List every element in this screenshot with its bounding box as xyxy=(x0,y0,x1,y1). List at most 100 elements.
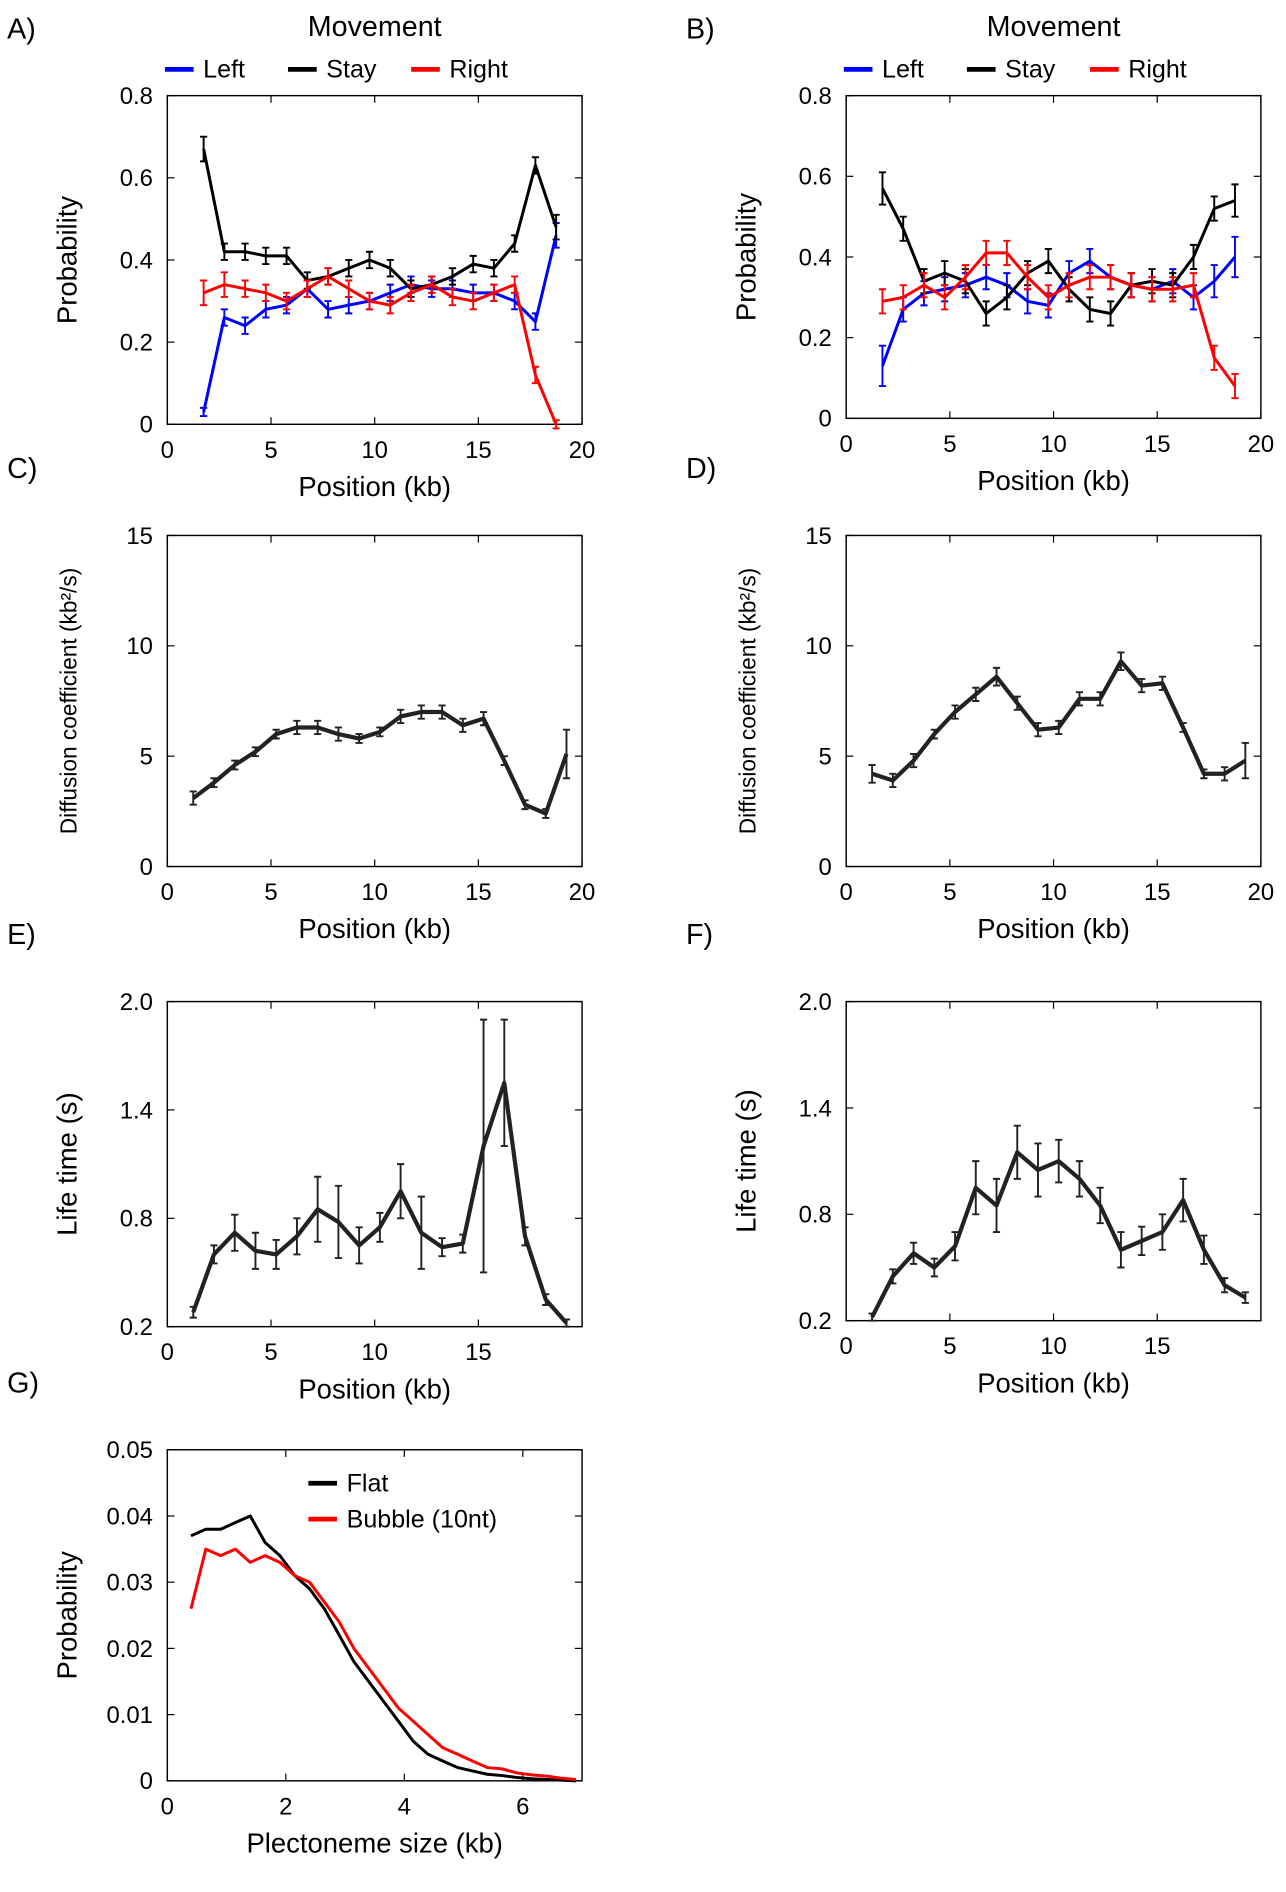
data-line xyxy=(202,148,558,291)
error-bar xyxy=(1241,741,1249,780)
error-bar xyxy=(1210,264,1218,299)
x-tick-label: 0 xyxy=(161,1793,174,1820)
x-axis-label: Position (kb) xyxy=(977,465,1130,496)
error-bar xyxy=(1221,766,1229,782)
error-bar xyxy=(272,728,280,740)
plot-frame xyxy=(166,1449,583,1782)
error-bar xyxy=(386,259,394,278)
x-tick-label: 15 xyxy=(465,879,492,906)
x-tick-label: 20 xyxy=(569,879,596,906)
error-bar xyxy=(1117,651,1125,672)
legend-label: Bubble (10nt) xyxy=(347,1505,498,1533)
error-bar xyxy=(417,1195,425,1270)
error-bar xyxy=(521,799,529,811)
error-bar xyxy=(1231,235,1239,279)
error-bar xyxy=(490,283,498,303)
legend-label: Left xyxy=(882,56,924,84)
y-tick-label: 0.6 xyxy=(120,165,153,192)
y-tick-label: 0.2 xyxy=(120,330,153,357)
error-bar xyxy=(303,279,311,298)
error-bar xyxy=(407,283,415,303)
error-bar xyxy=(448,287,457,307)
x-tick-label: 0 xyxy=(161,437,174,464)
data-line xyxy=(882,251,1237,387)
x-tick-label: 6 xyxy=(516,1793,529,1820)
x-tick-label: 15 xyxy=(465,1339,492,1366)
error-bar xyxy=(1086,264,1094,291)
error-bar xyxy=(1055,719,1063,736)
y-tick-label: 5 xyxy=(819,744,832,771)
error-bar xyxy=(272,1239,280,1270)
x-tick-label: 10 xyxy=(361,437,388,464)
error-bar xyxy=(376,726,384,738)
y-axis-label: Probability xyxy=(51,196,82,325)
panel: G) 0 2 4 6 0 0.01 0.02 0.03 0.04 0.05 Plectoneme si… xyxy=(7,1367,583,1859)
error-bar xyxy=(1189,243,1198,271)
error-bar xyxy=(189,1305,197,1319)
error-bar xyxy=(1200,768,1208,780)
y-tick-label: 0.2 xyxy=(120,1314,153,1341)
error-bar xyxy=(334,726,342,742)
legend-label: Right xyxy=(449,56,508,84)
error-bar xyxy=(355,1226,363,1265)
legend-label: Right xyxy=(1128,56,1187,84)
y-tick-label: 15 xyxy=(126,523,153,550)
error-bar xyxy=(1003,239,1011,267)
error-bar xyxy=(490,259,498,278)
error-bar xyxy=(251,1231,260,1270)
x-tick-label: 20 xyxy=(569,437,596,464)
y-axis-label: Probability xyxy=(730,193,761,322)
legend-label: Stay xyxy=(326,56,377,84)
error-bar xyxy=(1034,722,1042,738)
error-bar xyxy=(542,808,550,819)
error-bar xyxy=(282,246,291,266)
error-bar xyxy=(200,406,208,418)
plot-frame xyxy=(166,1000,583,1328)
error-bar xyxy=(1044,284,1052,311)
error-bar xyxy=(365,250,374,270)
error-bar xyxy=(1075,691,1084,707)
error-bar xyxy=(220,242,228,261)
y-tick-label: 15 xyxy=(805,523,832,550)
data-line xyxy=(189,1547,577,1781)
error-bar xyxy=(1086,296,1094,323)
error-bar xyxy=(479,711,488,727)
y-tick-label: 0.03 xyxy=(106,1570,153,1597)
x-axis-label: Position (kb) xyxy=(298,471,451,502)
error-bar xyxy=(220,271,228,298)
error-bar xyxy=(1024,264,1032,291)
y-axis-label: Diffusion coefficient (kb²/s) xyxy=(55,568,81,834)
x-tick-label: 2 xyxy=(279,1793,292,1820)
error-bar xyxy=(293,1217,301,1256)
panel: E) 0 5 10 15 0.2 0.8 1.4 2.0 Position (kb) Life ti… xyxy=(7,919,583,1404)
legend-label: Left xyxy=(203,56,245,84)
error-bar xyxy=(878,288,887,315)
error-bar xyxy=(459,1233,467,1254)
panel-label: F) xyxy=(686,919,713,951)
chart-title: Movement xyxy=(987,11,1121,43)
panel: C) 0 5 10 15 20 0 5 10 15 Position (kb) Diffusion c… xyxy=(7,453,595,944)
x-tick-label: 5 xyxy=(264,1339,277,1366)
y-tick-label: 0.05 xyxy=(106,1437,153,1464)
x-axis-label: Position (kb) xyxy=(977,1367,1130,1398)
error-bar xyxy=(878,171,887,206)
x-tick-label: 10 xyxy=(1040,879,1067,906)
error-bar xyxy=(1210,195,1218,222)
y-tick-label: 10 xyxy=(805,633,832,660)
error-bar xyxy=(324,300,332,319)
error-bar xyxy=(992,666,1001,687)
error-bar xyxy=(982,239,990,267)
error-bar xyxy=(334,1184,342,1259)
plot-frame xyxy=(845,534,1262,868)
x-tick-label: 15 xyxy=(1144,1333,1171,1360)
data-line xyxy=(190,1514,577,1783)
x-axis-label: Position (kb) xyxy=(298,913,451,944)
error-bar xyxy=(220,308,228,327)
x-tick-label: 10 xyxy=(361,879,388,906)
panel-label: G) xyxy=(7,1367,39,1399)
error-bar xyxy=(1138,1225,1146,1257)
error-bar xyxy=(1106,264,1115,291)
y-tick-label: 2.0 xyxy=(799,989,832,1016)
error-bar xyxy=(1169,276,1177,303)
error-bar xyxy=(345,279,353,298)
